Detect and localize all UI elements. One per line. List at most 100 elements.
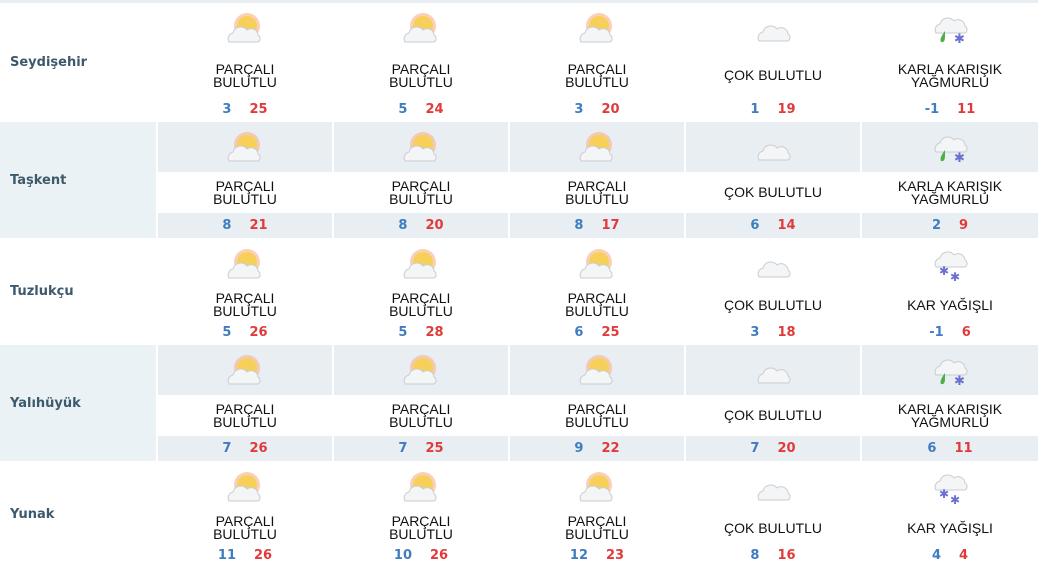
temperatures: 8 20: [334, 213, 508, 238]
low-temp: 5: [398, 325, 408, 340]
forecast-cell: PARÇALI BULUTLU 8 17: [510, 122, 686, 238]
city-name[interactable]: Yalıhüyük: [0, 345, 158, 461]
high-temp: 16: [777, 548, 796, 563]
high-temp: 21: [249, 218, 268, 233]
low-temp: -1: [924, 102, 940, 117]
forecast-cell: PARÇALI BULUTLU 6 25: [510, 239, 686, 344]
snow-icon: ✱ ✱: [862, 239, 1038, 289]
svg-text:✱: ✱: [950, 493, 960, 504]
low-temp: 4: [931, 548, 941, 563]
low-temp: 3: [750, 325, 760, 340]
partly-cloudy-icon: [158, 3, 332, 53]
forecast-cell: PARÇALI BULUTLU 3 25: [158, 3, 334, 121]
temperatures: 3 20: [510, 98, 684, 121]
city-name[interactable]: Yunak: [0, 462, 158, 567]
city-name[interactable]: Seydişehir: [0, 3, 158, 121]
partly-cloudy-icon: [334, 462, 508, 512]
sleet-icon: ✱: [862, 3, 1038, 53]
forecast-cell: PARÇALI BULUTLU 5 24: [334, 3, 510, 121]
condition-text: PARÇALI BULUTLU: [389, 290, 453, 319]
low-temp: 3: [574, 102, 584, 117]
partly-cloudy-icon: [158, 345, 332, 395]
snow-icon: ✱ ✱: [862, 462, 1038, 512]
partly-cloudy-icon: [510, 3, 684, 53]
low-temp: 2: [931, 218, 941, 233]
low-temp: 7: [222, 441, 232, 456]
forecast-cell: PARÇALI BULUTLU 7 25: [334, 345, 510, 461]
temperatures: 6 14: [686, 213, 860, 238]
forecast-cell: ÇOK BULUTLU 8 16: [686, 462, 862, 567]
svg-text:✱: ✱: [950, 270, 960, 281]
high-temp: 23: [606, 548, 625, 563]
condition-text: KARLA KARIŞIK YAĞMURLU: [897, 60, 1003, 90]
svg-text:✱: ✱: [939, 487, 949, 501]
sleet-icon: ✱: [862, 345, 1038, 395]
top-strip: [0, 0, 1038, 3]
low-temp: 9: [574, 441, 584, 456]
condition-text: KAR YAĞIŞLI: [907, 296, 993, 313]
city-row: Tuzlukçu PARÇALI BULUTLU 5 26 PARÇALI BUL…: [0, 239, 1038, 345]
condition-text: PARÇALI BULUTLU: [213, 290, 277, 319]
partly-cloudy-icon: [510, 122, 684, 172]
partly-cloudy-icon: [158, 239, 332, 289]
high-temp: 9: [959, 218, 969, 233]
high-temp: 20: [425, 218, 444, 233]
temperatures: 6 25: [510, 321, 684, 344]
low-temp: 5: [398, 102, 408, 117]
low-temp: 5: [222, 325, 232, 340]
low-temp: 8: [398, 218, 408, 233]
condition-text: PARÇALI BULUTLU: [389, 177, 453, 207]
high-temp: 19: [777, 102, 796, 117]
forecast-cell: PARÇALI BULUTLU 12 23: [510, 462, 686, 567]
forecast-cell: PARÇALI BULUTLU 8 20: [334, 122, 510, 238]
high-temp: 22: [601, 441, 620, 456]
condition-text: PARÇALI BULUTLU: [213, 400, 277, 430]
condition-text: PARÇALI BULUTLU: [565, 400, 629, 430]
city-row: Seydişehir PARÇALI BULUTLU 3 25 PARÇALI B…: [0, 3, 1038, 122]
partly-cloudy-icon: [510, 345, 684, 395]
high-temp: 25: [249, 102, 268, 117]
temperatures: 8 17: [510, 213, 684, 238]
high-temp: 6: [961, 325, 971, 340]
condition-text: KARLA KARIŞIK YAĞMURLU: [897, 400, 1003, 430]
temperatures: 9 22: [510, 436, 684, 461]
temperatures: 3 18: [686, 321, 860, 344]
city-row: Yalıhüyük PARÇALI BULUTLU 7 26 PARÇALI BU…: [0, 345, 1038, 462]
condition-text: PARÇALI BULUTLU: [565, 290, 629, 319]
partly-cloudy-icon: [334, 3, 508, 53]
temperatures: 11 26: [158, 544, 332, 567]
temperatures: 7 26: [158, 436, 332, 461]
low-temp: 8: [750, 548, 760, 563]
city-name[interactable]: Taşkent: [0, 122, 158, 238]
condition-text: PARÇALI BULUTLU: [565, 60, 629, 90]
high-temp: 26: [249, 325, 268, 340]
low-temp: 6: [574, 325, 584, 340]
high-temp: 26: [249, 441, 268, 456]
city-row: Taşkent PARÇALI BULUTLU 8 21 PARÇALI BULU…: [0, 122, 1038, 239]
temperatures: 7 20: [686, 436, 860, 461]
temperatures: 12 23: [510, 544, 684, 567]
condition-text: PARÇALI BULUTLU: [213, 177, 277, 207]
partly-cloudy-icon: [510, 462, 684, 512]
temperatures: 7 25: [334, 436, 508, 461]
forecast-cell: ÇOK BULUTLU 7 20: [686, 345, 862, 461]
city-name[interactable]: Tuzlukçu: [0, 239, 158, 344]
condition-text: ÇOK BULUTLU: [723, 519, 823, 536]
temperatures: 1 19: [686, 98, 860, 121]
condition-text: ÇOK BULUTLU: [723, 67, 823, 83]
temperatures: 10 26: [334, 544, 508, 567]
high-temp: 11: [957, 102, 976, 117]
condition-text: PARÇALI BULUTLU: [389, 400, 453, 430]
forecast-cell: PARÇALI BULUTLU 5 28: [334, 239, 510, 344]
sleet-icon: ✱: [862, 122, 1038, 172]
forecast-cell: ÇOK BULUTLU 3 18: [686, 239, 862, 344]
forecast-cell: ✱ KARLA KARIŞIK YAĞMURLU 6 11: [862, 345, 1038, 461]
temperatures: 8 16: [686, 544, 860, 567]
partly-cloudy-icon: [510, 239, 684, 289]
high-temp: 28: [425, 325, 444, 340]
condition-text: PARÇALI BULUTLU: [389, 513, 453, 542]
partly-cloudy-icon: [158, 462, 332, 512]
partly-cloudy-icon: [334, 122, 508, 172]
